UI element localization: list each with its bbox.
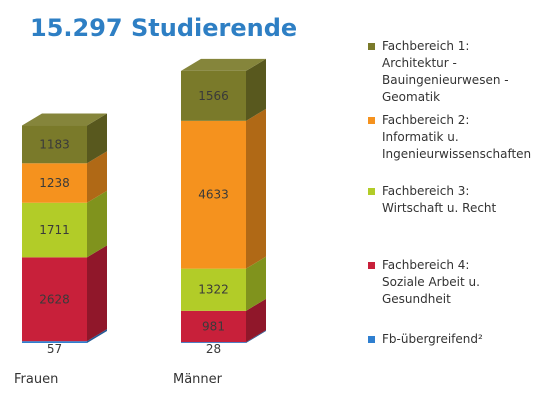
legend-label: Fachbereich 1: Architektur - Bauingenieu… — [382, 39, 509, 104]
bar-segment-männer-series-0 — [181, 330, 266, 343]
data-label-männer-series-3: 4633 — [198, 188, 229, 202]
data-label-frauen-series-4: 1183 — [39, 137, 70, 151]
bar-segment-frauen-series-4 — [22, 113, 107, 164]
data-label-männer-series-0: 28 — [206, 342, 221, 356]
legend-label: Fachbereich 3: Wirtschaft u. Recht — [382, 184, 497, 215]
legend-swatch — [368, 43, 375, 50]
category-label-frauen: Frauen — [14, 372, 58, 387]
legend-label: Fb-übergreifend² — [382, 332, 483, 346]
legend-swatch — [368, 117, 375, 124]
chart-title: 15.297 Studierende — [30, 14, 298, 42]
category-label-männer: Männer — [173, 372, 223, 387]
data-label-männer-series-2: 1322 — [198, 283, 229, 297]
bar-segment-frauen-series-0 — [22, 329, 107, 343]
data-label-frauen-series-1: 2628 — [39, 292, 70, 306]
data-label-frauen-series-3: 1238 — [39, 176, 70, 190]
data-label-männer-series-1: 981 — [202, 319, 225, 333]
bar-segment-frauen-series-2 — [22, 190, 107, 258]
bar-segment-männer-series-2 — [181, 256, 266, 311]
legend-swatch — [368, 262, 375, 269]
bar-segment-männer-series-3 — [181, 108, 266, 269]
bar-segment-frauen-series-1 — [22, 245, 107, 342]
legend-swatch — [368, 188, 375, 195]
bar-segment-frauen-series-3 — [22, 151, 107, 203]
data-label-frauen-series-2: 1711 — [39, 223, 70, 237]
legend-swatch — [368, 336, 375, 343]
legend-label: Fachbereich 2: Informatik u. Ingenieurwi… — [382, 113, 532, 161]
data-label-frauen-series-0: 57 — [47, 342, 62, 356]
legend-label: Fachbereich 4: Soziale Arbeit u. Gesundh… — [382, 258, 480, 306]
bar-segment-männer-series-4 — [181, 58, 266, 121]
bar-segment-männer-series-1 — [181, 298, 266, 343]
data-label-männer-series-4: 1566 — [198, 89, 229, 103]
